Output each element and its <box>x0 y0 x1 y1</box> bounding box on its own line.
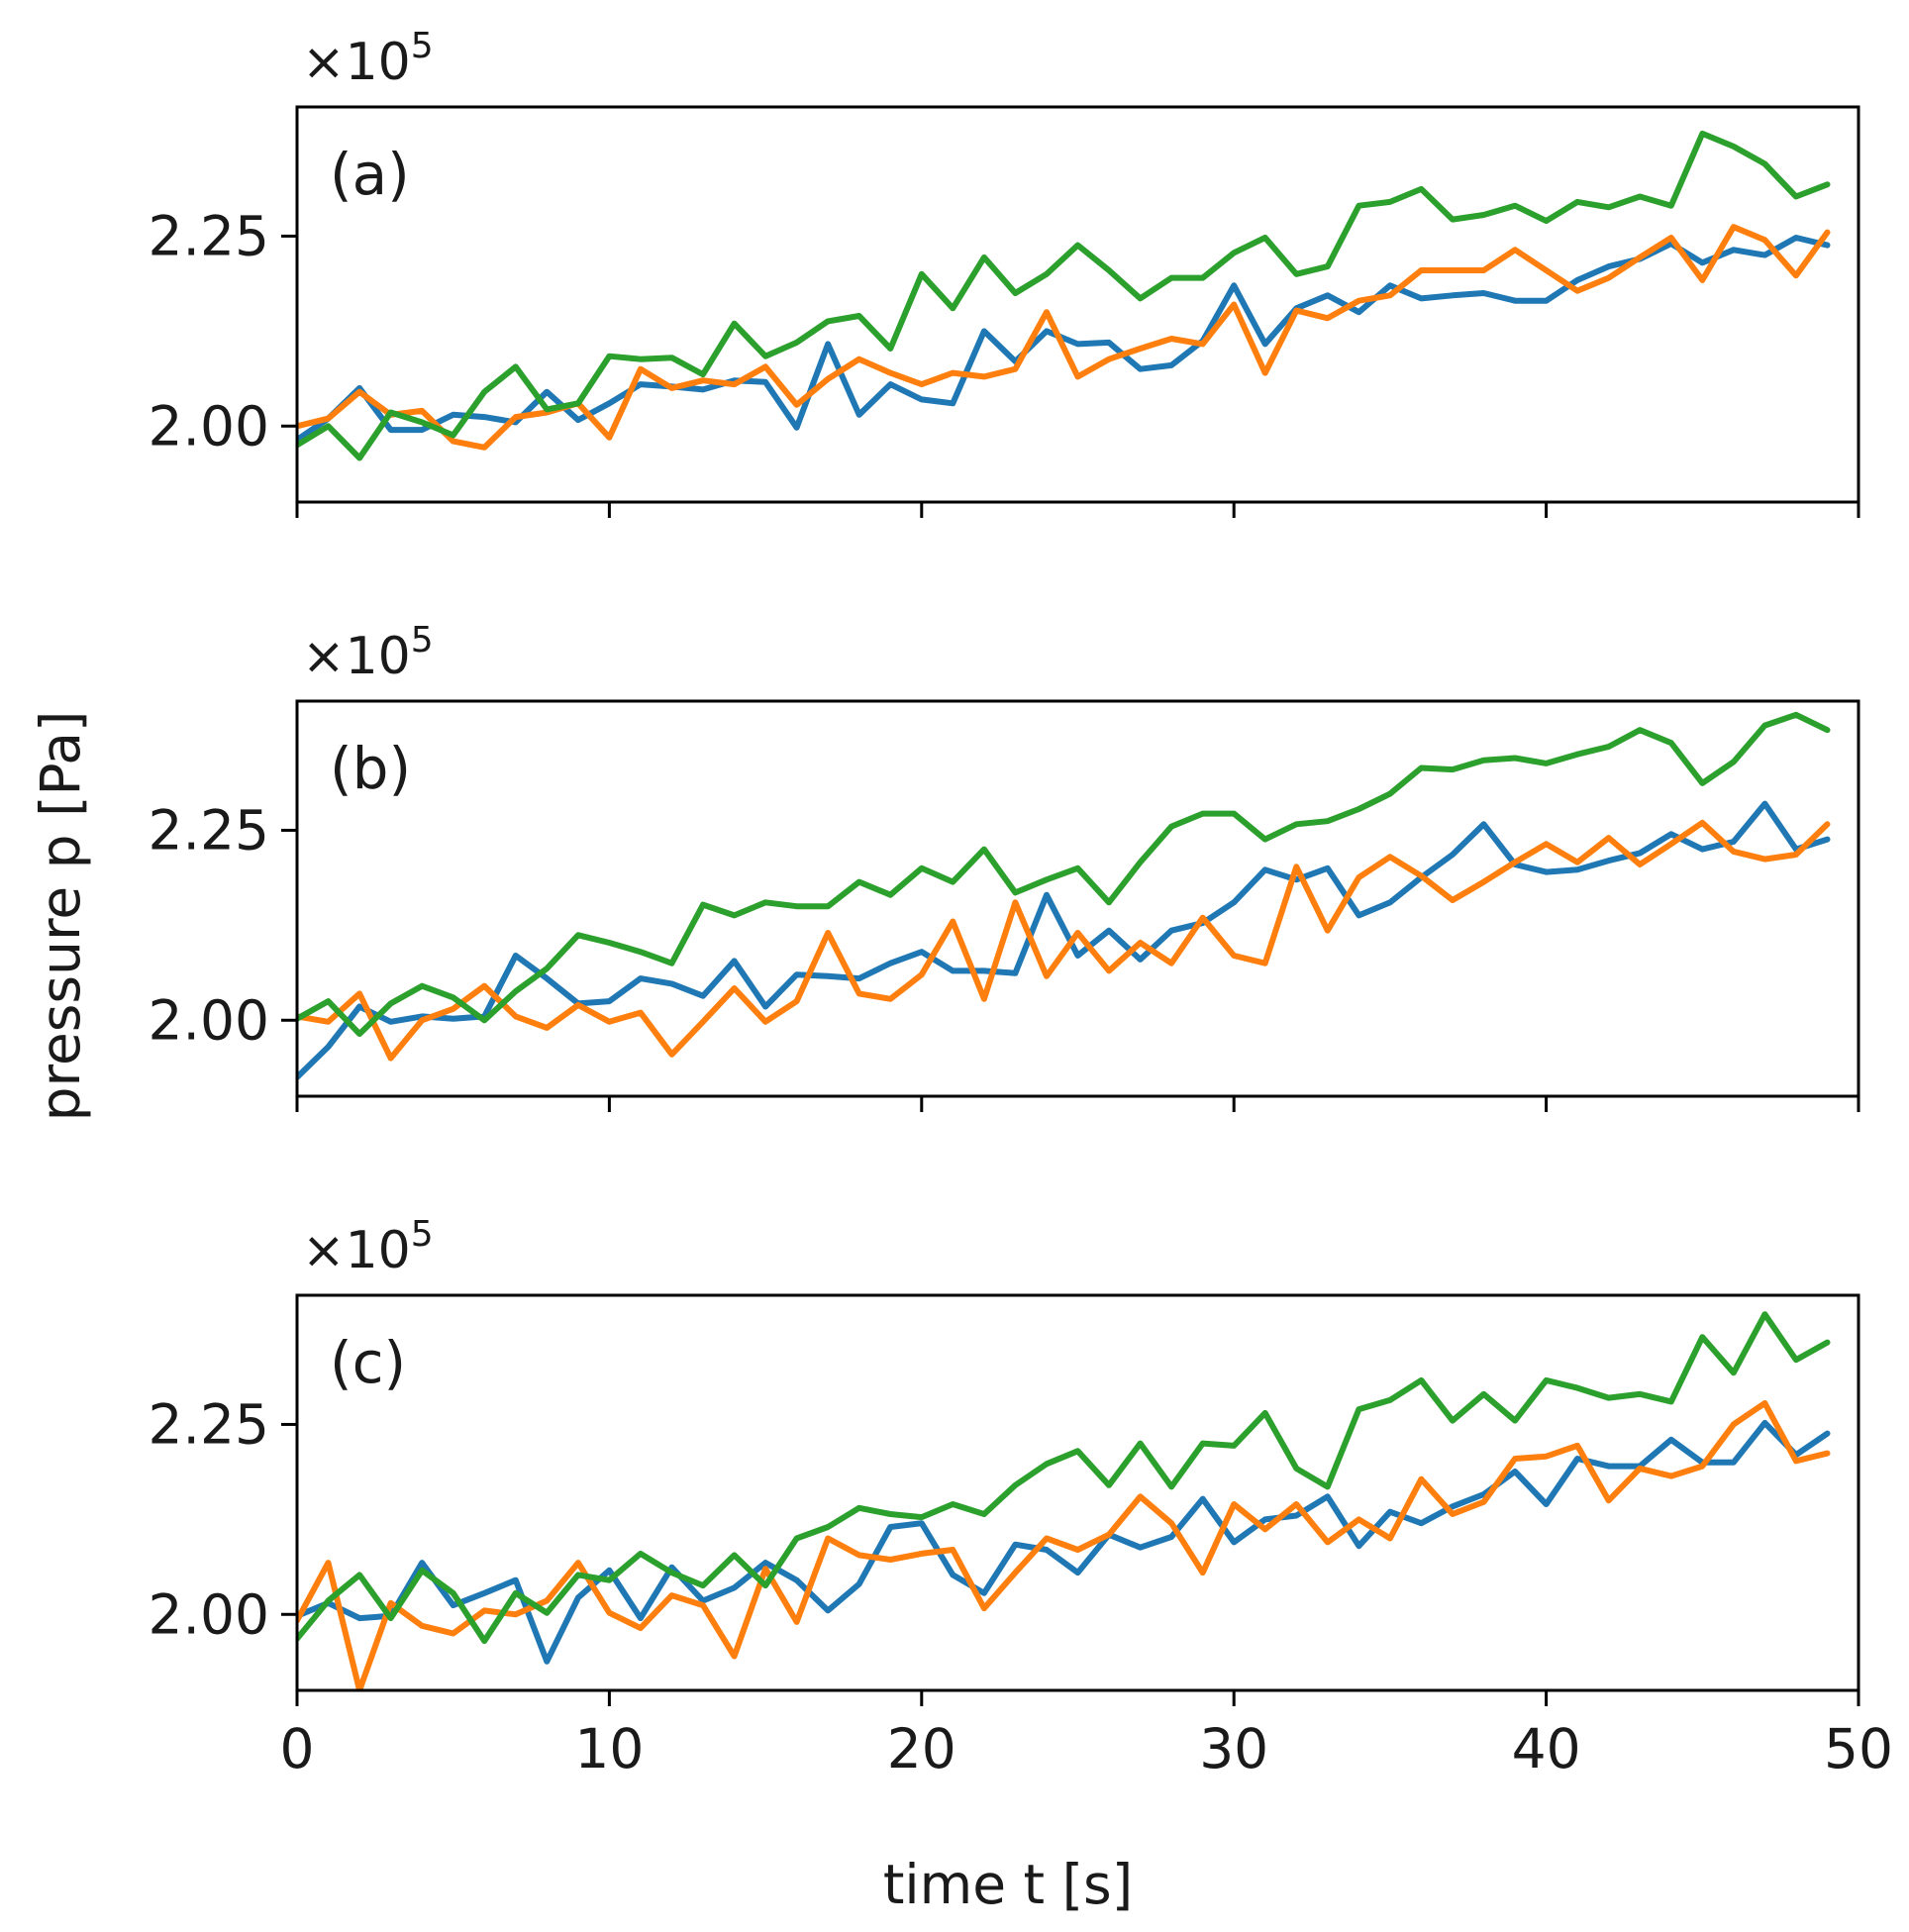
scale-factor: ×105 <box>302 620 434 686</box>
plot-frame <box>295 1293 1860 1692</box>
x-tick-label: 40 <box>1512 1717 1581 1780</box>
panel-label: (b) <box>330 735 411 802</box>
y-tick-label: 2.00 <box>149 1582 269 1646</box>
x-axis-label: time t [s] <box>883 1853 1133 1916</box>
y-tick-label: 2.00 <box>149 394 269 458</box>
series-line-orange <box>297 819 1831 1062</box>
x-tick-label: 30 <box>1199 1717 1268 1780</box>
scale-factor: ×105 <box>302 26 434 92</box>
scale-factor: ×105 <box>302 1214 434 1280</box>
x-tick-label: 10 <box>574 1717 644 1780</box>
series-line-orange <box>297 1400 1831 1690</box>
y-tick-label: 2.00 <box>149 988 269 1052</box>
y-axis-label: pressure p [Pa] <box>29 711 92 1122</box>
series-line-green <box>297 1311 1831 1645</box>
x-tick-label: 50 <box>1824 1717 1893 1780</box>
scale-exponent: 5 <box>411 1214 434 1255</box>
series-line-blue <box>297 800 1831 1080</box>
panel-label: (c) <box>330 1329 406 1396</box>
panel-label: (a) <box>330 141 410 208</box>
scale-exponent: 5 <box>411 620 434 661</box>
y-tick-label: 2.25 <box>149 798 269 862</box>
plot-frame <box>295 699 1860 1098</box>
y-tick-label: 2.25 <box>149 1392 269 1456</box>
series-line-blue <box>297 1419 1831 1665</box>
series-line-green <box>297 711 1831 1038</box>
panel-a: 2.00 2.25 (a) ×105 <box>149 26 1860 518</box>
plot-frame <box>295 105 1860 504</box>
scale-exponent: 5 <box>411 26 434 66</box>
panel-c: 0 10 20 30 40 50 2.00 2.25 (c) ×105 <box>149 1214 1893 1780</box>
series-line-blue <box>297 235 1831 444</box>
panels: 2.00 2.25 (a) ×105 2.00 2.25 (b) ×105 0 10 20 30 40 5… <box>149 26 1893 1780</box>
panel-b: 2.00 2.25 (b) ×105 <box>149 620 1860 1112</box>
x-tick-label: 0 <box>280 1717 315 1780</box>
x-tick-label: 20 <box>887 1717 956 1780</box>
series-line-green <box>297 130 1831 461</box>
y-tick-label: 2.25 <box>149 204 269 267</box>
